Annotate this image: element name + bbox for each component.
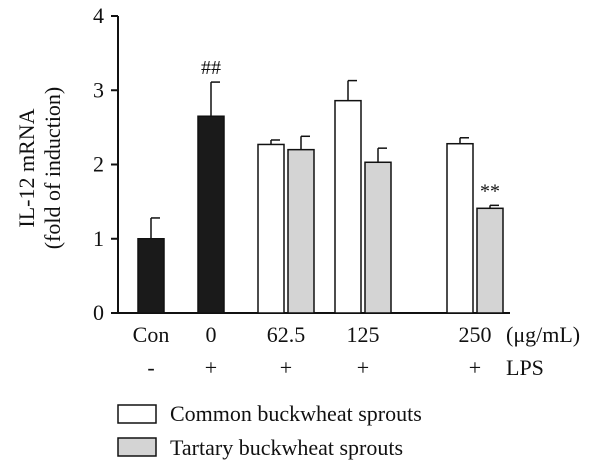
significance-label: ## [201, 57, 221, 79]
unit-label: (μg/mL) [506, 322, 580, 347]
lps-sign: - [147, 355, 154, 380]
bar-series: ## ** [137, 57, 504, 314]
y-axis-label: IL-12 mRNA (fold of induction) [14, 87, 65, 250]
lps-sign: + [469, 355, 481, 380]
lps-label: LPS [506, 355, 544, 380]
lps-sign: + [205, 355, 217, 380]
y-tick-label: 1 [93, 226, 104, 251]
x-axis-labels: Con - 0 +62.5 +125 +250 + [133, 322, 492, 380]
lps-sign: + [280, 355, 292, 380]
bar-control [197, 115, 225, 314]
y-axis-label-line1: IL-12 mRNA [14, 108, 39, 227]
bar-common [257, 143, 285, 314]
legend-swatch-common [117, 404, 157, 424]
y-axis-label-line2: (fold of induction) [40, 87, 65, 250]
bar-common [446, 142, 474, 314]
bar-control [137, 238, 165, 314]
y-tick-label: 0 [93, 300, 104, 325]
x-tick-label: 62.5 [267, 322, 306, 347]
legend: Common buckwheat sprouts Tartary buckwhe… [117, 401, 422, 460]
y-axis-ticks: 0 1 2 3 4 [93, 3, 118, 325]
y-tick-label: 3 [93, 77, 104, 102]
x-tick-label: 0 [206, 322, 217, 347]
x-tick-label: 250 [459, 322, 492, 347]
legend-label-common: Common buckwheat sprouts [170, 401, 422, 426]
y-tick-label: 4 [93, 3, 104, 28]
x-tick-label: Con [133, 322, 170, 347]
x-tick-label: 125 [347, 322, 380, 347]
lps-sign: + [357, 355, 369, 380]
bar-tartary [476, 207, 504, 314]
bar-tartary [287, 148, 315, 314]
significance-label: ** [480, 180, 500, 202]
y-tick-label: 2 [93, 152, 104, 177]
bar-common [334, 99, 362, 314]
bar-tartary [364, 161, 392, 314]
legend-swatch-tartary [117, 437, 157, 457]
legend-label-tartary: Tartary buckwheat sprouts [170, 435, 403, 460]
